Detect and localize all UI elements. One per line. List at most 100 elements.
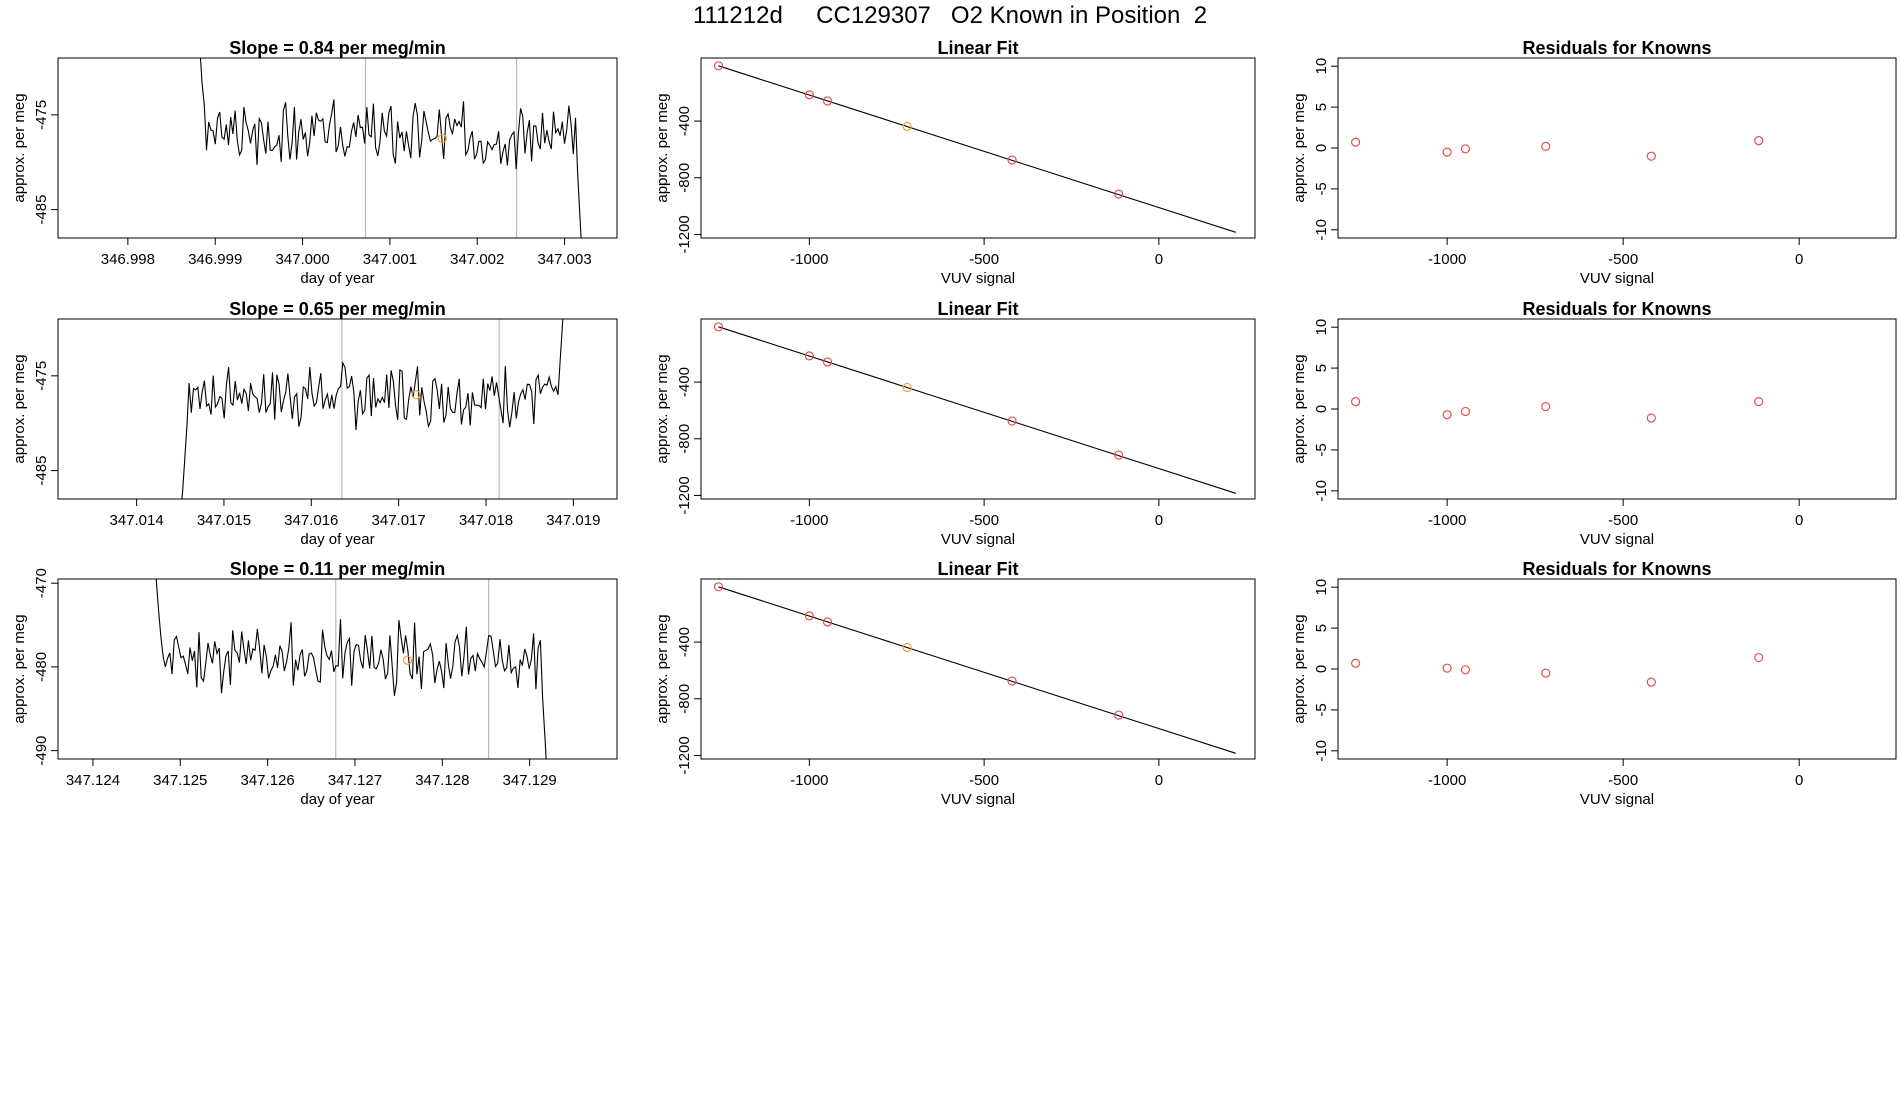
x-tick-label: 347.001 (363, 251, 417, 268)
y-tick-label: -475 (33, 100, 50, 130)
data-point (713, 582, 724, 592)
x-tick-label: 347.124 (66, 772, 120, 789)
plot-content (1351, 136, 1764, 161)
data-point (1351, 658, 1361, 668)
data-point (1541, 668, 1551, 678)
y-axis-label: approx. per meg (11, 354, 28, 463)
y-tick-label: -400 (676, 106, 693, 136)
x-tick-label: 347.018 (459, 512, 513, 529)
x-tick-label: 347.017 (372, 512, 426, 529)
data-point (1646, 413, 1656, 423)
x-tick-label: 0 (1155, 251, 1163, 268)
x-tick-label: 0 (1795, 512, 1803, 529)
x-axis-label: VUV signal (1580, 791, 1654, 808)
data-point (1460, 665, 1471, 675)
x-tick-label: 347.003 (537, 251, 591, 268)
y-tick-label: 10 (1313, 579, 1330, 596)
chart-title: Linear Fit (937, 299, 1018, 319)
data-point (804, 351, 814, 361)
plot-content (713, 582, 1236, 754)
data-point (1442, 663, 1452, 673)
x-tick-label: -500 (969, 251, 999, 268)
chart-title: Linear Fit (937, 559, 1018, 579)
y-tick-label: 5 (1313, 624, 1330, 632)
x-tick-label: -500 (1608, 512, 1638, 529)
data-point (1460, 144, 1471, 154)
y-tick-label: 5 (1313, 103, 1330, 111)
x-tick-label: -1000 (1428, 512, 1466, 529)
x-tick-label: -1000 (790, 772, 828, 789)
data-point (1646, 677, 1656, 687)
data-point (1442, 147, 1452, 157)
y-tick-label: -5 (1313, 443, 1330, 456)
data-point (822, 617, 833, 627)
data-point (1351, 397, 1361, 407)
chart-panel-8: Linear Fit -1000 -500 0 -1200 -800 -400 VUV sig… (654, 559, 1256, 808)
data-point (1114, 189, 1124, 199)
x-tick-label: 347.125 (153, 772, 207, 789)
y-tick-label: -490 (33, 736, 50, 766)
y-tick-label: -1200 (676, 476, 693, 514)
chart-panel-2: Linear Fit -1000 -500 0 -1200 -800 -400 VUV sig… (654, 38, 1256, 287)
plot-frame (1337, 318, 1897, 500)
plot-frame (1337, 578, 1897, 760)
y-tick-label: -800 (676, 424, 693, 454)
plot-frame (700, 318, 1256, 500)
data-point (1541, 401, 1551, 412)
y-tick-label: -800 (676, 684, 693, 714)
y-axis-label: approx. per meg (11, 614, 28, 723)
y-tick-label: 0 (1313, 665, 1330, 673)
x-tick-label: 347.019 (546, 512, 600, 529)
y-tick-label: -400 (676, 627, 693, 657)
data-point (804, 611, 814, 621)
y-tick-label: 10 (1313, 58, 1330, 75)
y-axis-label: approx. per meg (654, 93, 671, 202)
sample-marker (411, 390, 421, 400)
data-point (822, 357, 833, 367)
y-axis-label: approx. per meg (654, 354, 671, 463)
chart-title: Residuals for Knowns (1522, 38, 1711, 58)
x-tick-label: 347.014 (109, 512, 163, 529)
chart-panel-5: Linear Fit -1000 -500 0 -1200 -800 -400 VUV sig… (654, 299, 1256, 548)
y-tick-label: 5 (1313, 364, 1330, 372)
y-tick-label: -1200 (676, 215, 693, 253)
plot-content (155, 579, 547, 759)
x-tick-label: 0 (1795, 772, 1803, 789)
y-axis-label: approx. per meg (1291, 614, 1308, 723)
y-tick-label: 0 (1313, 144, 1330, 152)
data-point (1646, 151, 1656, 161)
x-tick-label: 347.015 (197, 512, 251, 529)
x-tick-label: 347.016 (284, 512, 338, 529)
y-tick-label: -470 (33, 568, 50, 598)
chart-panel-9: Residuals for Knowns -1000 -500 0 -10 -5 0 5 10 V… (1291, 559, 1897, 808)
x-tick-label: 346.998 (101, 251, 155, 268)
y-tick-label: -485 (33, 456, 50, 486)
data-point (1754, 136, 1764, 146)
plot-content (1351, 397, 1764, 423)
plot-frame (1337, 57, 1897, 239)
data-point (1754, 397, 1764, 407)
x-tick-label: -1000 (790, 512, 828, 529)
data-point (902, 121, 912, 132)
x-tick-label: 0 (1795, 251, 1803, 268)
chart-title: Slope = 0.11 per meg/min (230, 559, 446, 579)
x-axis-label: VUV signal (1580, 270, 1654, 287)
chart-panel-4: Slope = 0.65 per meg/min 347.014 347.015 34… (11, 299, 618, 548)
y-tick-label: -10 (1313, 740, 1330, 762)
data-series-line (181, 319, 564, 499)
y-tick-label: -1200 (676, 736, 693, 774)
data-point (1007, 416, 1017, 426)
data-point (1460, 406, 1471, 417)
x-tick-label: 347.129 (503, 772, 557, 789)
y-tick-label: 10 (1313, 319, 1330, 336)
plot-frame (57, 578, 618, 760)
data-point (822, 96, 833, 106)
x-tick-label: -1000 (1428, 772, 1466, 789)
plot-frame (57, 318, 618, 500)
x-tick-label: 0 (1155, 512, 1163, 529)
x-tick-label: -500 (969, 512, 999, 529)
x-tick-label: 347.128 (415, 772, 469, 789)
x-axis-label: VUV signal (941, 531, 1015, 548)
y-axis-label: approx. per meg (654, 614, 671, 723)
